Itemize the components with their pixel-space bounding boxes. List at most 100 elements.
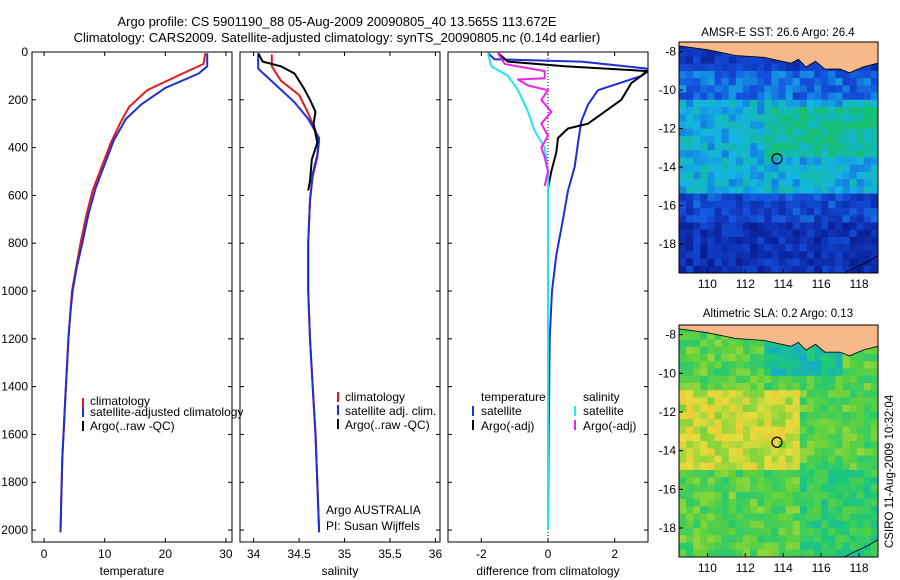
heatmap-cell xyxy=(721,542,730,551)
heatmap-cell xyxy=(828,513,836,522)
heatmap-cell xyxy=(870,441,878,449)
heatmap-cell xyxy=(771,106,780,115)
heatmap-cell xyxy=(757,186,765,195)
heatmap-cell xyxy=(778,390,787,399)
heatmap-cell xyxy=(842,528,851,536)
series-line-salinity-argo-adj- xyxy=(497,52,553,187)
heatmap-cell xyxy=(764,499,772,507)
heatmap-cell xyxy=(856,412,865,420)
heatmap-cell xyxy=(771,186,780,195)
heatmap-cell xyxy=(721,171,730,180)
heatmap-cell xyxy=(785,106,794,115)
heatmap-cell xyxy=(835,244,844,252)
heatmap-cell xyxy=(714,200,723,209)
heatmap-cell xyxy=(828,208,836,216)
heatmap-cell xyxy=(700,99,709,108)
heatmap-cell xyxy=(814,397,822,406)
heatmap-cell xyxy=(714,499,723,507)
heatmap-cell xyxy=(806,542,815,551)
heatmap-cell xyxy=(771,426,780,435)
heatmap-cell xyxy=(792,128,801,137)
heatmap-cell xyxy=(814,143,822,151)
heatmap-cell xyxy=(849,150,858,159)
heatmap-cell xyxy=(714,265,723,273)
heatmap-cell xyxy=(785,491,794,500)
heatmap-cell xyxy=(835,390,844,399)
heatmap-cell xyxy=(821,200,829,209)
heatmap-cell xyxy=(856,171,865,180)
heatmap-cell xyxy=(721,470,730,478)
heatmap-cell xyxy=(686,390,694,399)
heatmap-cell xyxy=(721,549,730,557)
heatmap-cell xyxy=(700,426,709,435)
heatmap-cell xyxy=(721,462,730,471)
heatmap-cell xyxy=(771,368,780,377)
heatmap-cell xyxy=(778,383,787,391)
heatmap-cell xyxy=(686,179,694,187)
heatmap-cell xyxy=(764,470,772,478)
heatmap-cell xyxy=(700,215,709,224)
heatmap-cell xyxy=(870,528,878,536)
heatmap-cell xyxy=(750,513,758,522)
heatmap-cell xyxy=(707,346,716,355)
heatmap-cell xyxy=(842,85,851,94)
heatmap-cell xyxy=(750,265,758,273)
heatmap-cell xyxy=(700,433,709,442)
heatmap-cell xyxy=(863,375,872,384)
heatmap-cell xyxy=(750,441,758,449)
heatmap-cell xyxy=(714,361,723,370)
heatmap-cell xyxy=(828,99,836,108)
heatmap-cell xyxy=(785,412,794,420)
heatmap-cell xyxy=(693,236,701,245)
heatmap-cell xyxy=(728,441,737,449)
heatmap-cell xyxy=(707,236,716,245)
heatmap-cell xyxy=(686,164,694,173)
heatmap-cell xyxy=(686,426,694,435)
y-tick-label: -14 xyxy=(659,160,677,174)
heatmap-cell xyxy=(693,412,701,420)
heatmap-cell xyxy=(799,99,808,108)
heatmap-cell xyxy=(686,150,694,159)
heatmap-cell xyxy=(728,265,737,273)
heatmap-cell xyxy=(742,179,751,187)
x-tick-label: 112 xyxy=(736,277,755,291)
heatmap-cell xyxy=(856,448,865,457)
heatmap-cell xyxy=(764,143,772,151)
heatmap-cell xyxy=(714,528,723,536)
heatmap-cell xyxy=(863,383,872,391)
heatmap-cell xyxy=(721,215,730,224)
heatmap-cell xyxy=(714,542,723,551)
heatmap-cell xyxy=(842,179,851,187)
heatmap-cell xyxy=(750,361,758,370)
heatmap-cell xyxy=(806,470,815,478)
heatmap-cell xyxy=(728,397,737,406)
heatmap-cell xyxy=(771,455,780,464)
heatmap-cell xyxy=(728,528,737,536)
heatmap-cell xyxy=(828,499,836,507)
heatmap-cell xyxy=(771,549,780,557)
heatmap-cell xyxy=(714,462,723,471)
heatmap-cell xyxy=(693,484,701,493)
heatmap-cell xyxy=(828,164,836,173)
heatmap-cell xyxy=(686,499,694,507)
heatmap-cell xyxy=(870,477,878,486)
heatmap-cell xyxy=(757,229,765,238)
heatmap-cell xyxy=(742,128,751,137)
heatmap-cell xyxy=(693,49,701,58)
heatmap-cell xyxy=(821,128,829,137)
heatmap-cell xyxy=(863,361,872,370)
heatmap-cell xyxy=(714,549,723,557)
heatmap-cell xyxy=(792,215,801,224)
y-tick-label: -16 xyxy=(659,482,677,496)
heatmap-cell xyxy=(814,258,822,267)
heatmap-cell xyxy=(870,361,878,370)
heatmap-cell xyxy=(764,477,772,486)
heatmap-cell xyxy=(686,346,694,355)
heatmap-cell xyxy=(742,455,751,464)
heatmap-cell xyxy=(742,346,751,355)
heatmap-cell xyxy=(707,368,716,377)
heatmap-cell xyxy=(828,143,836,151)
heatmap-cell xyxy=(735,455,744,464)
heatmap-cell xyxy=(856,128,865,137)
heatmap-cell xyxy=(728,135,737,144)
